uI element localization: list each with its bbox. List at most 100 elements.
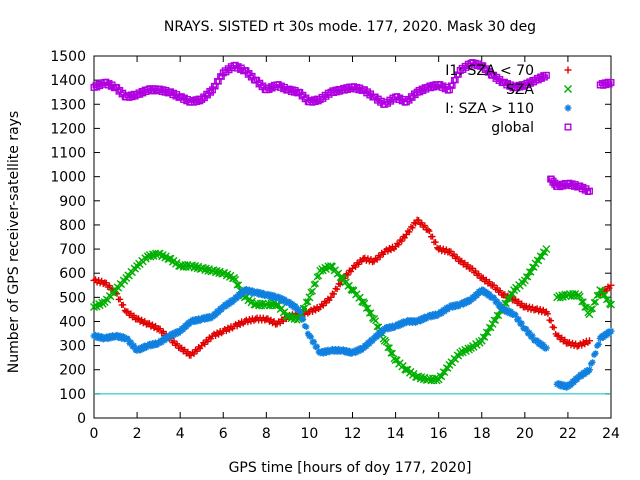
data-point <box>160 328 167 335</box>
data-point <box>444 364 452 372</box>
data-point <box>131 312 138 319</box>
data-point <box>606 81 613 88</box>
data-point <box>589 359 596 366</box>
data-point <box>124 308 131 315</box>
data-point <box>458 257 465 264</box>
data-point <box>398 238 405 245</box>
chart-title: NRAYS. SISTED rt 30s mode. 177, 2020. Ma… <box>164 19 536 35</box>
data-point <box>320 302 327 309</box>
data-point <box>518 300 525 307</box>
y-tick-label: 800 <box>59 218 86 234</box>
data-point <box>327 293 335 301</box>
data-point <box>581 303 589 311</box>
x-tick-label: 20 <box>516 426 534 442</box>
x-tick-label: 6 <box>219 426 228 442</box>
data-point <box>364 304 372 312</box>
data-point <box>264 315 271 322</box>
data-point <box>308 287 316 295</box>
data-point <box>576 292 584 300</box>
legend-label: global <box>491 120 534 136</box>
data-point <box>585 310 594 319</box>
data-point <box>277 320 284 327</box>
data-point <box>106 282 113 289</box>
data-point <box>483 276 490 283</box>
data-point <box>604 295 612 303</box>
data-point <box>127 310 134 317</box>
data-point <box>592 350 599 357</box>
data-point <box>607 79 615 87</box>
data-point <box>174 340 181 347</box>
legend-label: I: SZA > 110 <box>445 101 534 117</box>
data-point <box>191 350 198 357</box>
data-point <box>307 333 314 340</box>
data-point <box>544 310 551 317</box>
data-point <box>512 311 519 318</box>
y-tick-label: 500 <box>59 290 86 306</box>
data-point <box>491 282 498 289</box>
y-tick-label: 1200 <box>50 121 86 137</box>
data-point <box>592 298 600 306</box>
x-tick-label: 16 <box>430 426 448 442</box>
data-point <box>309 308 316 315</box>
data-point <box>475 270 482 277</box>
x-tick-label: 24 <box>602 426 620 442</box>
series-star <box>90 285 615 391</box>
data-point <box>303 323 310 330</box>
data-point <box>447 248 454 255</box>
data-point <box>385 344 393 352</box>
data-point <box>415 217 422 224</box>
x-tick-label: 10 <box>301 426 319 442</box>
data-point <box>212 333 219 340</box>
data-point <box>226 326 233 333</box>
data-point <box>538 253 546 261</box>
data-point <box>497 301 504 308</box>
data-point <box>127 339 134 346</box>
data-point <box>492 317 500 324</box>
data-point <box>204 338 211 345</box>
data-point <box>470 343 478 351</box>
data-point <box>181 346 188 353</box>
y-tick-label: 1400 <box>50 73 86 89</box>
x-tick-label: 18 <box>473 426 491 442</box>
data-point <box>529 332 536 339</box>
data-point <box>167 254 175 262</box>
data-point <box>138 316 145 323</box>
data-point <box>524 273 532 281</box>
data-point <box>487 324 495 332</box>
data-point <box>223 328 230 335</box>
data-point <box>178 344 185 351</box>
data-point <box>331 290 338 297</box>
data-point <box>480 274 487 281</box>
data-point <box>234 323 241 330</box>
data-point <box>451 251 458 258</box>
data-point <box>578 342 585 349</box>
data-point <box>505 295 513 303</box>
data-point <box>582 303 590 311</box>
data-layer <box>90 59 615 391</box>
data-point <box>141 318 148 325</box>
data-point <box>387 349 395 357</box>
data-point <box>312 307 319 314</box>
data-point <box>389 349 397 357</box>
data-point <box>356 293 364 301</box>
data-point <box>215 331 222 338</box>
y-tick-label: 1300 <box>50 97 86 113</box>
data-point <box>441 369 449 377</box>
data-point <box>297 308 304 315</box>
data-point <box>135 315 142 322</box>
data-point <box>601 291 609 299</box>
data-point <box>555 332 562 339</box>
data-point <box>452 77 459 84</box>
data-point <box>561 336 568 343</box>
x-tick-label: 14 <box>387 426 405 442</box>
data-point <box>152 322 159 329</box>
data-point <box>486 278 493 285</box>
data-point <box>426 228 433 235</box>
data-point <box>494 284 501 291</box>
data-point <box>314 343 321 350</box>
data-point <box>547 317 554 324</box>
data-point <box>146 320 153 327</box>
data-point <box>305 293 314 302</box>
data-point <box>518 320 525 327</box>
data-point <box>312 280 320 288</box>
